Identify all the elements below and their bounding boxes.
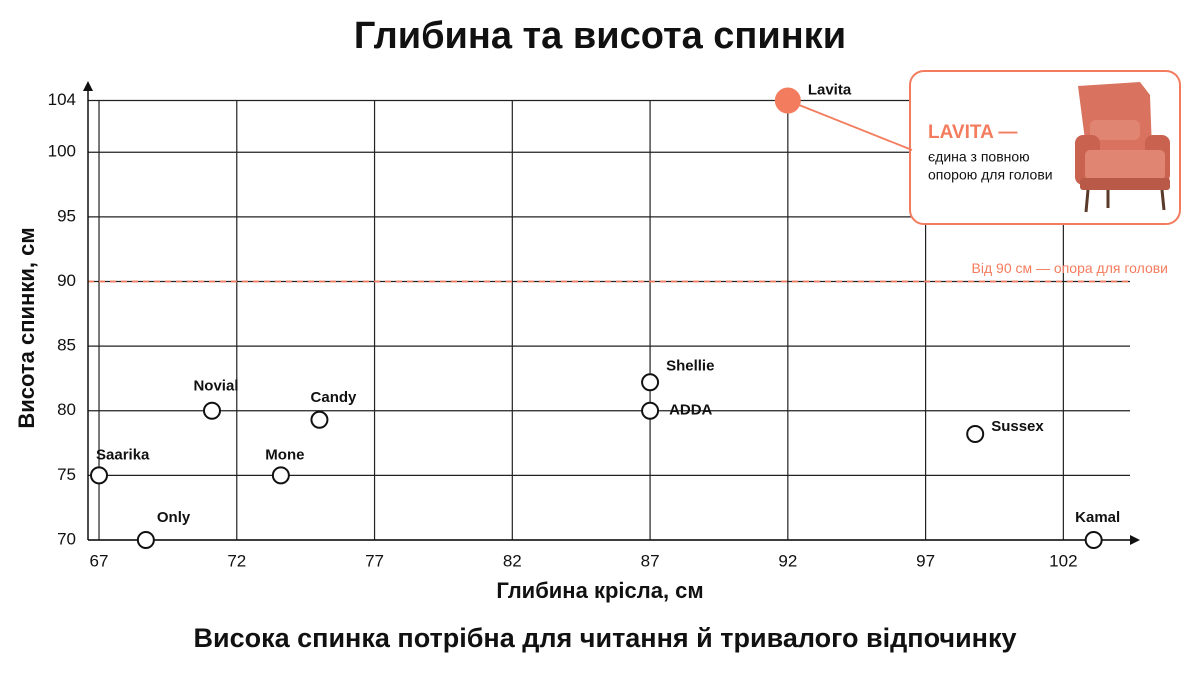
y-tick-label: 100 [48,142,76,161]
point-label: Shellie [666,357,714,374]
point [136,531,155,549]
callout-line: єдина з повною [928,149,1030,165]
callout-line: опорою для голови [928,167,1053,183]
x-tick-label: 92 [778,551,797,570]
callout-connector [787,99,913,151]
x-tick-label: 97 [916,551,935,570]
chair-image [1075,82,1170,213]
x-tick-label: 72 [227,551,246,570]
y-tick-label: 70 [57,529,76,548]
point [641,373,660,392]
point-label: ADDA [669,402,712,419]
callout-title: LAVITA — [928,122,1017,143]
y-tick-label: 75 [57,465,76,484]
x-tick-label: 77 [365,551,384,570]
point-label: Lavita [808,81,852,98]
x-tick-label: 82 [503,551,522,570]
reference-label: Від 90 см — опора для голови [972,260,1168,276]
point [966,425,985,444]
y-tick-label: 104 [48,90,76,109]
y-tick-label: 90 [57,271,76,290]
points: Lavita Saarika Only Novial Mone Candy Shellie A… [90,81,1120,549]
callout: LAVITA — єдина з повною опорою для голов… [909,70,1181,225]
point-label: Sussex [991,418,1044,435]
point [202,401,221,420]
point-label: Kamal [1075,509,1120,526]
point-label: Saarika [96,446,150,463]
y-axis-label: Висота спинки, см [14,227,39,428]
y-tick-label: 95 [57,206,76,225]
chart-title: Глибина та висота спинки [354,15,846,57]
point-label: Mone [265,446,304,463]
point [774,87,801,114]
point [310,410,329,429]
chart-subtitle: Висока спинка потрібна для читання й три… [194,623,1017,653]
y-tick-label: 85 [57,336,76,355]
point-label: Novial [193,378,238,395]
point [90,466,109,485]
point [1084,531,1103,549]
point [641,401,660,420]
x-axis-label: Глибина крісла, см [496,578,703,603]
point-label: Candy [311,389,358,406]
y-arrow [83,81,93,91]
y-tick-label: 80 [57,400,76,419]
point [271,466,290,485]
x-tick-label: 102 [1049,551,1077,570]
x-tick-label: 87 [641,551,660,570]
x-arrow [1130,535,1140,545]
x-tick-label: 67 [90,551,109,570]
point-label: Only [157,509,191,526]
axes [83,81,1140,545]
